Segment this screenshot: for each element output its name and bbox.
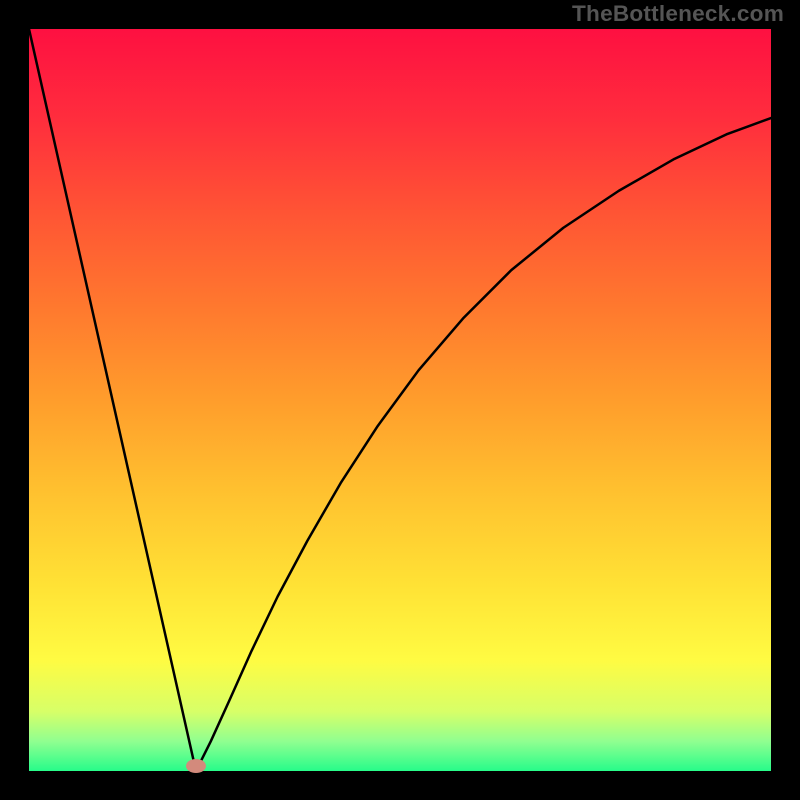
bottleneck-curve	[29, 29, 771, 771]
chart-container: TheBottleneck.com	[0, 0, 800, 800]
gradient-background	[29, 29, 771, 771]
plot-area	[29, 29, 771, 771]
vertex-marker	[186, 759, 206, 773]
watermark-text: TheBottleneck.com	[572, 1, 784, 27]
